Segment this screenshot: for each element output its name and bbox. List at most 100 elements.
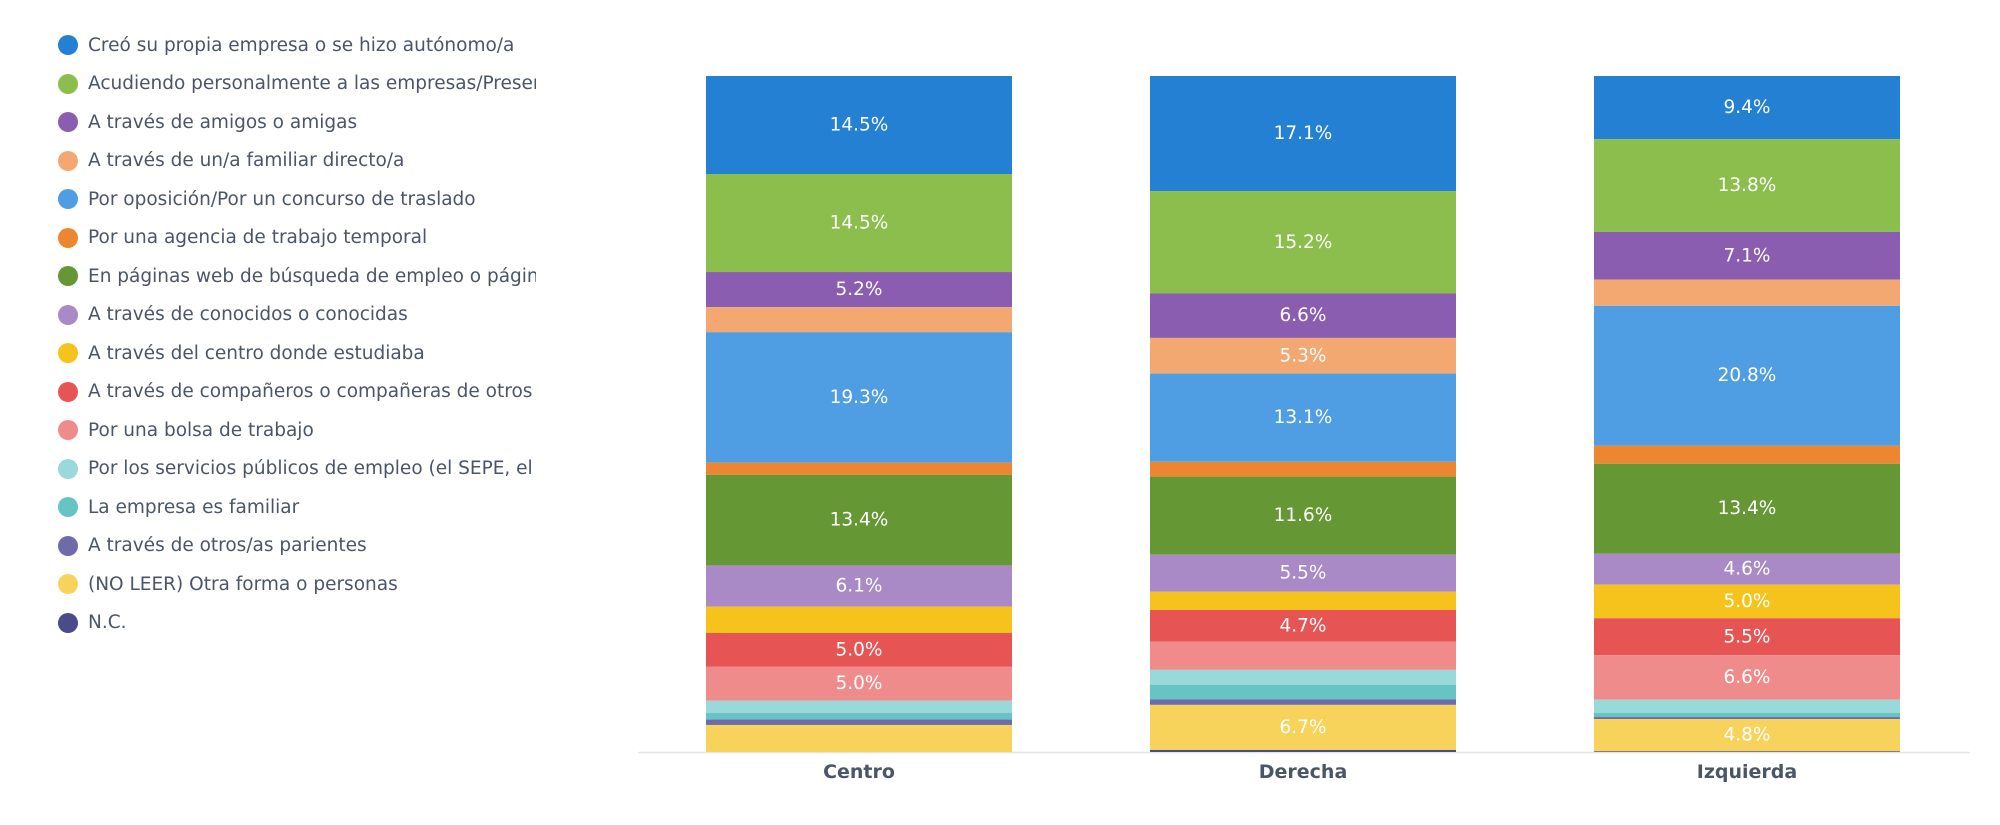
legend-marker-icon (58, 612, 78, 633)
legend-label: Por oposición/Por un concurso de traslad… (88, 188, 476, 210)
bar-segment[interactable] (1594, 751, 1900, 752)
legend-marker-icon (58, 112, 78, 133)
bar-segment[interactable] (706, 76, 1012, 175)
bar-segment[interactable] (1150, 704, 1456, 750)
bar-segment[interactable] (1594, 553, 1900, 585)
bar-segment[interactable] (1594, 305, 1900, 446)
bar-segment[interactable] (1150, 609, 1456, 642)
legend-marker-icon (58, 420, 78, 441)
bar-segment[interactable] (1594, 713, 1900, 718)
bar-segment[interactable] (1594, 463, 1900, 554)
bar-segment[interactable] (706, 307, 1012, 333)
data-label: 5.5% (1280, 563, 1327, 584)
bar-segment[interactable] (1150, 591, 1456, 610)
bar-segment[interactable] (706, 462, 1012, 475)
chart-legend: Creó su propia empresa o se hizo autónom… (58, 26, 536, 642)
bar-segment[interactable] (706, 272, 1012, 308)
bar-segment[interactable] (706, 719, 1012, 725)
legend-marker-icon (58, 227, 78, 248)
data-label: 20.8% (1718, 365, 1777, 386)
legend-item[interactable]: A través de otros/as parientes (58, 527, 536, 566)
data-label: 9.4% (1724, 97, 1771, 118)
legend-item[interactable]: Por una agencia de trabajo temporal (58, 219, 536, 258)
x-axis-tick-label: Centro (823, 761, 895, 783)
legend-item[interactable]: Por los servicios públicos de empleo (el… (58, 450, 536, 489)
bar-segment[interactable] (1594, 231, 1900, 280)
bar-segment[interactable] (1150, 337, 1456, 374)
data-label: 5.3% (1280, 345, 1327, 366)
x-axis-tick-label: Izquierda (1697, 761, 1797, 783)
legend-label: Por una bolsa de trabajo (88, 419, 314, 441)
legend-item[interactable]: (NO LEER) Otra forma o personas (58, 565, 536, 604)
legend-label: En páginas web de búsqueda de empleo o p… (88, 265, 536, 287)
legend-item[interactable]: A través del centro donde estudiaba (58, 334, 536, 373)
bar-segment[interactable] (1150, 476, 1456, 555)
bar-segment[interactable] (1594, 139, 1900, 232)
legend-marker-icon (58, 458, 78, 479)
bar-segment[interactable] (706, 174, 1012, 273)
bar-segment[interactable] (706, 633, 1012, 667)
bar-segment[interactable] (1150, 641, 1456, 670)
data-label: 5.0% (1724, 591, 1771, 612)
bar-segment[interactable] (1594, 76, 1900, 140)
data-label: 19.3% (830, 387, 889, 408)
legend-marker-icon (58, 266, 78, 287)
legend-label: (NO LEER) Otra forma o personas (88, 573, 398, 595)
bar-segment[interactable] (1150, 684, 1456, 700)
legend-item[interactable]: A través de amigos o amigas (58, 103, 536, 142)
legend-label: N.C. (88, 612, 127, 634)
legend-marker-icon (58, 535, 78, 556)
legend-marker-icon (58, 304, 78, 325)
legend-marker-icon (58, 381, 78, 402)
bar-segment[interactable] (706, 724, 1012, 752)
legend-label: A través de compañeros o compañeras de o… (88, 381, 536, 403)
bar-segment[interactable] (1594, 717, 1900, 720)
legend-item[interactable]: La empresa es familiar (58, 488, 536, 527)
legend-item[interactable]: Acudiendo personalmente a las empresas/P… (58, 65, 536, 104)
bar-segment[interactable] (1150, 373, 1456, 462)
legend-item[interactable]: A través de un/a familiar directo/a (58, 142, 536, 181)
legend-label: Acudiendo personalmente a las empresas/P… (88, 73, 536, 95)
bar-segment[interactable] (1594, 719, 1900, 752)
bar-segment[interactable] (1150, 749, 1456, 752)
legend-item[interactable]: A través de compañeros o compañeras de o… (58, 373, 536, 412)
bar-segment[interactable] (1594, 699, 1900, 714)
bar-segment[interactable] (706, 606, 1012, 634)
data-label: 15.2% (1274, 232, 1333, 253)
bar-segment[interactable] (1150, 669, 1456, 685)
bar-segment[interactable] (706, 332, 1012, 463)
bar-segment[interactable] (1594, 618, 1900, 656)
bar-segment[interactable] (1150, 554, 1456, 592)
legend-marker-icon (58, 150, 78, 171)
bar-segment[interactable] (1150, 76, 1456, 192)
bar-segment[interactable] (706, 565, 1012, 607)
legend-item[interactable]: Por una bolsa de trabajo (58, 411, 536, 450)
bar-segment[interactable] (706, 666, 1012, 701)
bar-segment[interactable] (1150, 461, 1456, 477)
bar-segment[interactable] (1594, 445, 1900, 464)
legend-item[interactable]: Por oposición/Por un concurso de traslad… (58, 180, 536, 219)
data-label: 4.8% (1724, 725, 1771, 746)
bar-segment[interactable] (1150, 699, 1456, 705)
legend-item[interactable]: En páginas web de búsqueda de empleo o p… (58, 257, 536, 296)
bar-segment[interactable] (1150, 191, 1456, 294)
data-label: 11.6% (1274, 505, 1333, 526)
data-label: 5.0% (836, 639, 883, 660)
legend-item[interactable]: N.C. (58, 604, 536, 643)
bar-segment[interactable] (1150, 293, 1456, 338)
legend-item[interactable]: Creó su propia empresa o se hizo autónom… (58, 26, 536, 65)
bar-segment[interactable] (1594, 655, 1900, 700)
legend-marker-icon (58, 343, 78, 364)
legend-marker-icon (58, 189, 78, 210)
legend-label: Creó su propia empresa o se hizo autónom… (88, 34, 515, 56)
bar-segment[interactable] (1594, 584, 1900, 619)
bar-segment[interactable] (706, 712, 1012, 720)
bar-segment[interactable] (706, 474, 1012, 566)
legend-item[interactable]: A través de conocidos o conocidas (58, 296, 536, 335)
bar-segment[interactable] (706, 700, 1012, 713)
legend-marker-icon (58, 73, 78, 94)
data-label: 4.7% (1280, 615, 1327, 636)
data-label: 7.1% (1724, 245, 1771, 266)
bar-segment[interactable] (1594, 279, 1900, 306)
